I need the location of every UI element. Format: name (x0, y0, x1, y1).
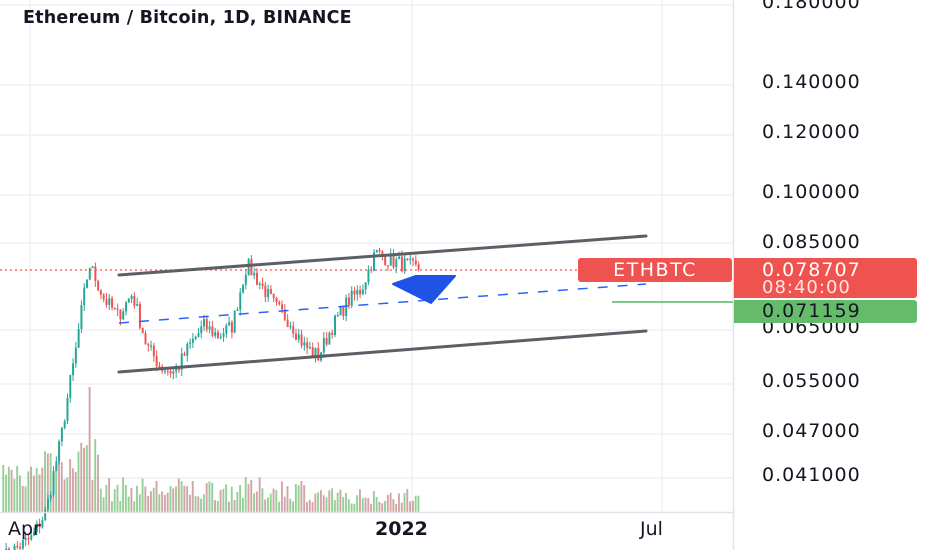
price-axis-label: 0.047000 (762, 420, 861, 442)
price-axis-label: 0.180000 (762, 0, 861, 13)
price-axis-label: 0.085000 (762, 231, 861, 253)
marker-price-value: 0.071159 (762, 300, 861, 322)
price-axis-label: 0.140000 (762, 71, 861, 93)
last-price-value: 0.078707 (762, 259, 861, 281)
last-price-badge: 0.078707 08:40:00 (734, 258, 917, 298)
time-axis-label: Jul (640, 518, 663, 540)
channel-lower-line[interactable] (117, 329, 648, 374)
price-axis-label: 0.055000 (762, 370, 861, 392)
time-axis-label: 2022 (375, 518, 428, 540)
volume-bars (2, 387, 420, 512)
price-axis-label: 0.120000 (762, 121, 861, 143)
time-axis-label: Apr (8, 518, 41, 540)
chart-title: Ethereum / Bitcoin, 1D, BINANCE (23, 8, 352, 28)
channel-upper-line[interactable] (117, 234, 648, 277)
marker-price-badge: 0.071159 (734, 300, 917, 323)
price-axis-label: 0.100000 (762, 181, 861, 203)
price-axis-label: 0.041000 (762, 464, 861, 486)
symbol-price-label: ETHBTC (578, 258, 732, 282)
channel-mid-dashed-line[interactable] (118, 283, 647, 324)
drawing-tools[interactable] (0, 234, 733, 374)
candlesticks (5, 247, 420, 550)
grid-lines (0, 0, 733, 512)
down-arrow-icon[interactable] (392, 275, 456, 304)
bar-countdown: 08:40:00 (762, 277, 851, 298)
